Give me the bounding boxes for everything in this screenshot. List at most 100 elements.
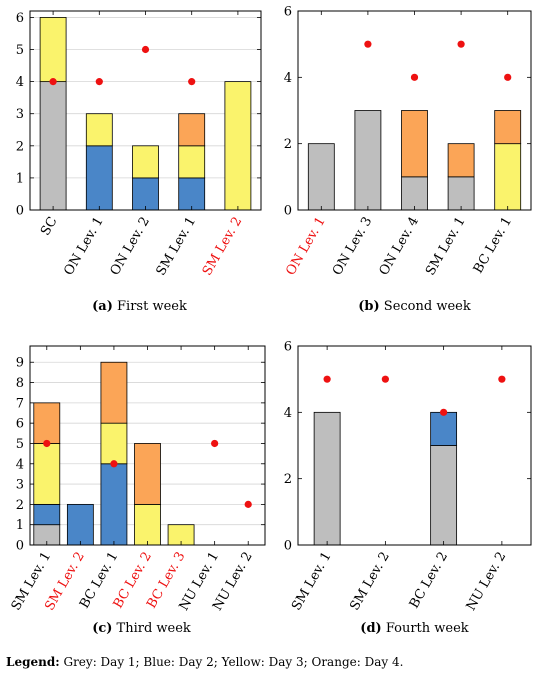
bar-segment-day2 xyxy=(430,411,458,446)
bar-segment-day4 xyxy=(494,110,522,145)
bar-segment-day1 xyxy=(447,176,475,211)
target-marker xyxy=(410,73,419,81)
y-tick-label: 1 xyxy=(16,518,24,533)
x-tick-label: SM Lev. 2 xyxy=(200,215,245,279)
bar-segment-day1 xyxy=(354,110,382,211)
caption-text: Fourth week xyxy=(382,621,469,636)
plot-frame xyxy=(29,345,266,546)
target-marker xyxy=(381,375,389,383)
bar-segment-day2 xyxy=(178,177,206,211)
chart-a: 0 1 2 3 4 5 6 SC ON Lev. 1 ON Lev. 2 SM Lev. 1 SM L… xyxy=(16,10,262,314)
bar-segment-day2 xyxy=(66,503,94,546)
target-marker xyxy=(141,45,150,54)
y-tick-label: 4 xyxy=(284,406,292,421)
bar-segment-day2 xyxy=(100,463,128,546)
y-tick-label: 6 xyxy=(16,11,24,26)
y-tick-label: 4 xyxy=(284,71,292,86)
bar-segment-day2 xyxy=(85,145,113,211)
target-marker xyxy=(323,375,331,383)
x-tick-label: SM Lev. 1 xyxy=(423,214,468,278)
target-marker xyxy=(110,460,118,468)
y-tick-label: 0 xyxy=(284,539,292,554)
bar-segment-day3 xyxy=(85,113,113,147)
x-tick-label: SC xyxy=(38,214,60,238)
x-tick-label: ON Lev. 1 xyxy=(283,215,328,279)
target-marker xyxy=(498,375,506,383)
bar-segment-day4 xyxy=(33,402,61,444)
bar-segment-day1 xyxy=(307,143,335,211)
legend-text: Grey: Day 1; Blue: Day 2; Yellow: Day 3;… xyxy=(63,655,404,669)
caption-letter: (c) xyxy=(92,621,112,636)
plot-frame xyxy=(297,345,532,546)
y-tick-label: 4 xyxy=(16,457,24,472)
bar-segment-day3 xyxy=(39,17,67,83)
legend: Legend: Grey: Day 1; Blue: Day 2; Yellow… xyxy=(6,655,403,669)
bar-segment-day2 xyxy=(132,177,159,211)
y-tick-label: 6 xyxy=(284,5,292,20)
y-tick-label: 3 xyxy=(16,478,24,493)
x-tick-label: ON Lev. 2 xyxy=(108,215,153,279)
target-marker xyxy=(440,408,448,416)
caption-text: First week xyxy=(113,299,187,314)
bar-segment-day3 xyxy=(132,145,159,179)
x-tick-label: NU Lev. 2 xyxy=(464,550,510,614)
panel-caption: (b) Second week xyxy=(358,299,471,314)
bar-segment-day4 xyxy=(447,143,475,178)
panel-caption: (d) Fourth week xyxy=(360,621,469,636)
target-marker xyxy=(188,78,196,86)
caption-text: Second week xyxy=(380,299,471,314)
caption-letter: (d) xyxy=(360,621,381,636)
x-tick-label: SM Lev. 1 xyxy=(154,215,199,279)
bar-segment-day1 xyxy=(39,81,67,211)
x-tick-label: SM Lev. 1 xyxy=(289,550,334,614)
y-tick-label: 5 xyxy=(16,437,24,452)
target-marker xyxy=(43,439,51,448)
caption-letter: (a) xyxy=(92,299,113,314)
y-tick-label: 2 xyxy=(284,472,292,487)
y-tick-label: 4 xyxy=(16,75,24,90)
target-marker xyxy=(364,40,372,48)
bar-segment-day3 xyxy=(178,145,206,179)
target-marker xyxy=(504,73,512,81)
target-marker xyxy=(95,78,103,86)
bar-segment-day1 xyxy=(313,411,341,546)
y-tick-label: 3 xyxy=(16,107,24,122)
y-tick-label: 9 xyxy=(16,356,24,371)
panel-caption: (a) First week xyxy=(92,299,187,314)
y-tick-label: 0 xyxy=(16,539,24,554)
caption-text: Third week xyxy=(112,621,191,636)
y-tick-label: 6 xyxy=(284,340,292,355)
x-tick-label: SM Lev. 2 xyxy=(347,550,392,614)
y-tick-label: 6 xyxy=(16,417,24,432)
caption-letter: (b) xyxy=(358,299,379,314)
y-tick-label: 7 xyxy=(16,396,24,411)
x-tick-label: ON Lev. 4 xyxy=(377,215,422,279)
y-tick-label: 2 xyxy=(16,139,24,154)
x-tick-label: ON Lev. 3 xyxy=(330,215,375,279)
bar-segment-day4 xyxy=(134,443,161,505)
bar-segment-day4 xyxy=(178,113,206,147)
bar-segment-day1 xyxy=(430,445,458,546)
x-tick-label: BC Lev. 1 xyxy=(471,215,515,277)
bar-segment-day3 xyxy=(33,443,61,505)
target-marker xyxy=(211,439,219,448)
y-tick-label: 0 xyxy=(284,204,292,219)
target-marker xyxy=(49,78,57,86)
x-tick-label: BC Lev. 2 xyxy=(407,550,451,612)
y-tick-label: 8 xyxy=(16,376,24,391)
bar-segment-day3 xyxy=(494,143,522,211)
y-tick-label: 5 xyxy=(16,43,24,58)
y-tick-label: 2 xyxy=(284,137,292,152)
bar-segment-day3 xyxy=(224,81,252,211)
panel-caption: (c) Third week xyxy=(92,621,191,636)
target-marker xyxy=(244,500,252,508)
bar-segment-day2 xyxy=(33,503,61,526)
bar-segment-day1 xyxy=(401,176,428,211)
y-tick-label: 2 xyxy=(16,498,24,513)
target-marker xyxy=(457,40,465,48)
chart-d: 0 2 4 6 SM Lev. 1 SM Lev. 2 BC Lev. 2 NU Lev. 2… xyxy=(284,340,532,636)
legend-label: Legend: xyxy=(6,655,60,669)
plot-frame xyxy=(297,10,532,211)
